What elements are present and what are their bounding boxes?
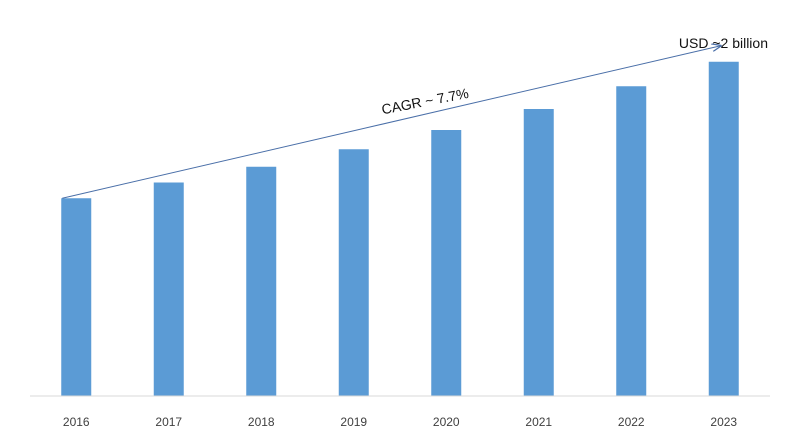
x-tick-label-2022: 2022: [618, 415, 645, 429]
bar-2022: [616, 86, 647, 396]
x-tick-label-2021: 2021: [525, 415, 552, 429]
x-tick-label-2023: 2023: [710, 415, 737, 429]
x-tick-label-2017: 2017: [155, 415, 182, 429]
x-tick-label-2016: 2016: [63, 415, 90, 429]
bar-2021: [523, 109, 554, 396]
bar-2018: [246, 166, 277, 396]
x-tick-label-2019: 2019: [340, 415, 367, 429]
bar-2016: [61, 198, 92, 396]
bar-2017: [153, 182, 184, 396]
x-tick-label-2018: 2018: [248, 415, 275, 429]
x-tick-labels: 2016 2017 2018 2019 2020 2021 2022 2023: [63, 415, 738, 429]
cagr-trend-arrow: [62, 46, 721, 199]
bars-group: [61, 61, 739, 396]
bar-2023: [708, 61, 739, 396]
x-tick-label-2020: 2020: [433, 415, 460, 429]
bar-2019: [338, 149, 369, 396]
cagr-annotation: CAGR ~ 7.7%: [380, 85, 470, 118]
bar-2020: [431, 130, 462, 396]
endpoint-annotation: USD ~2 billion: [679, 35, 768, 51]
